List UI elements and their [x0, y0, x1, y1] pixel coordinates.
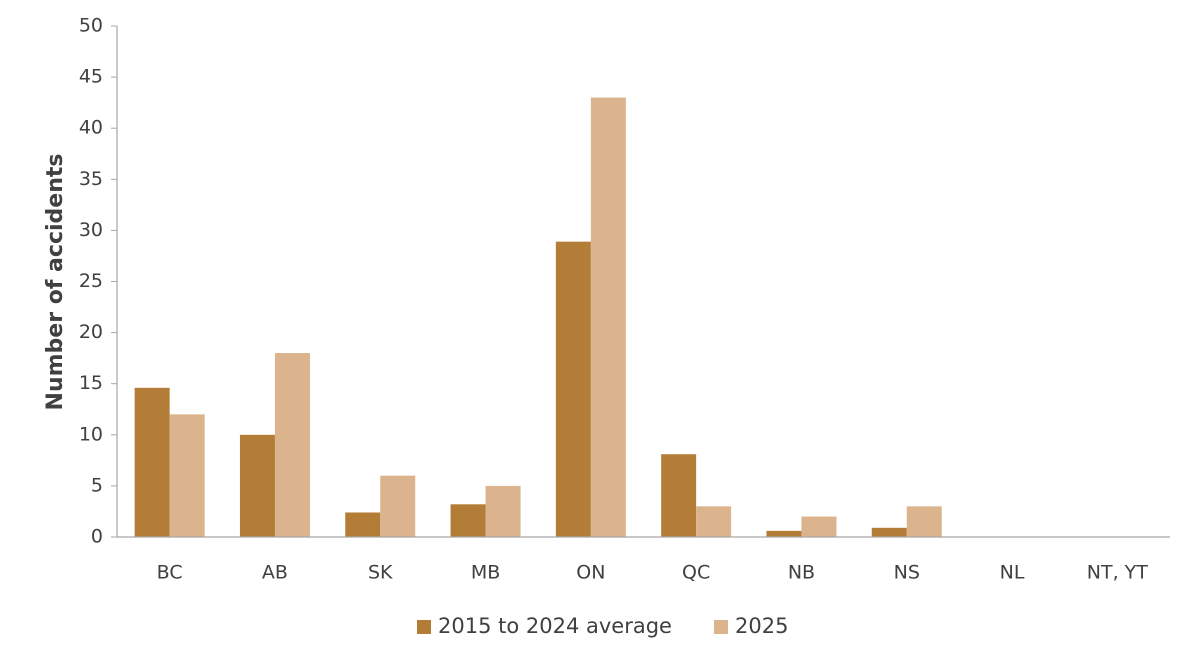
x-tick-label: NS	[894, 562, 920, 584]
bar-2025-ns	[906, 506, 942, 537]
y-tick-label: 15	[79, 372, 103, 394]
bar-avg-on	[555, 241, 591, 537]
legend-swatch-2025	[714, 620, 728, 634]
x-tick-label: NT, YT	[1087, 562, 1149, 584]
x-tick-label: AB	[262, 562, 288, 584]
x-tick-label: SK	[368, 562, 393, 584]
y-tick-label: 0	[91, 526, 103, 548]
y-tick-label: 35	[79, 168, 103, 190]
legend-swatch-avg	[417, 620, 431, 634]
y-axis-title-group: Number of accidents	[43, 154, 68, 411]
bar-avg-nb	[766, 530, 802, 537]
x-tick-label: BC	[157, 562, 183, 584]
y-tick-label: 10	[79, 423, 103, 445]
bar-2025-sk	[380, 475, 416, 537]
bar-2025-ab	[274, 353, 310, 537]
y-tick-label: 20	[79, 321, 103, 343]
legend-label-avg: 2015 to 2024 average	[438, 614, 672, 638]
bar-avg-mb	[450, 504, 486, 537]
bar-2025-nb	[801, 516, 837, 537]
x-tick-label: ON	[576, 562, 605, 584]
axes-group	[116, 26, 1170, 538]
y-tick-label: 40	[79, 117, 103, 139]
legend: 2015 to 2024 average 2025	[417, 614, 788, 638]
y-tick-label: 25	[79, 270, 103, 292]
bar-2025-mb	[485, 485, 521, 537]
bar-2025-qc	[696, 506, 732, 537]
bars-group	[134, 97, 942, 537]
bar-avg-bc	[134, 387, 170, 537]
bar-avg-ns	[871, 527, 907, 537]
y-tick-label: 50	[79, 15, 103, 37]
x-tick-label: NL	[1000, 562, 1025, 584]
y-tick-label: 45	[79, 66, 103, 88]
x-tick-label: NB	[788, 562, 815, 584]
x-tick-label: QC	[682, 562, 710, 584]
y-axis-ticks: 0 5 10 15 20 25 30 35 40 45 50	[79, 15, 117, 548]
x-tick-label: MB	[471, 562, 500, 584]
y-axis-title: Number of accidents	[43, 154, 68, 411]
bar-avg-sk	[345, 512, 381, 537]
bar-2025-bc	[169, 414, 205, 537]
bar-2025-on	[590, 97, 626, 537]
x-axis-ticks: BC AB SK MB ON QC NB NS NL NT, YT	[157, 562, 1149, 584]
y-tick-label: 30	[79, 219, 103, 241]
y-tick-label: 5	[91, 474, 103, 496]
bar-avg-ab	[239, 434, 275, 537]
legend-label-2025: 2025	[735, 614, 788, 638]
bar-avg-qc	[661, 454, 697, 537]
